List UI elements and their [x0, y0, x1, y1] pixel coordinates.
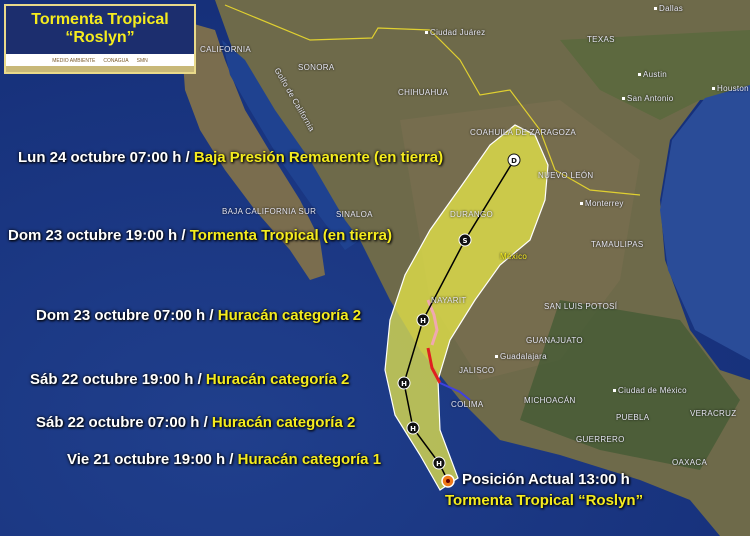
place-label: Houston: [712, 84, 749, 94]
place-label: SONORA: [298, 63, 335, 72]
place-label: PUEBLA: [616, 413, 650, 422]
place-label: SINALOA: [336, 210, 373, 219]
watch-pink: [426, 299, 439, 346]
place-label: DURANGO: [450, 210, 493, 219]
place-label: TEXAS: [587, 35, 615, 44]
track-marker-symbol: D: [511, 157, 517, 165]
gulf-of-mexico: [660, 85, 750, 360]
forecast-label: Vie 21 octubre 19:00 h / Huracán categor…: [67, 451, 382, 468]
logo-medio-ambiente: MEDIO AMBIENTE: [52, 58, 96, 64]
place-label: VERACRUZ: [690, 409, 737, 418]
place-label: Ciudad Juárez: [425, 28, 486, 38]
forecast-label: Dom 23 octubre 19:00 h / Tormenta Tropic…: [8, 227, 392, 244]
place-label: Monterrey: [580, 199, 624, 209]
place-label: TAMAULIPAS: [591, 240, 644, 249]
logo-conagua: CONAGUA: [103, 58, 129, 64]
place-label: MICHOACÁN: [524, 396, 576, 405]
place-label: NAYARIT: [431, 296, 467, 305]
logo-smn: SMN: [136, 58, 148, 64]
us-mexico-border: [224, 4, 641, 196]
place-label: COLIMA: [451, 400, 484, 409]
place-label: Guadalajara: [495, 352, 547, 362]
current-position-label: Posición Actual 13:00 h: [462, 471, 630, 488]
forecast-label: Sáb 22 octubre 07:00 h / Huracán categor…: [36, 414, 356, 431]
title-box: Tormenta Tropical “Roslyn” MEDIO AMBIENT…: [4, 4, 196, 74]
track-marker-symbol: H: [401, 380, 407, 388]
place-label: CHIHUAHUA: [398, 88, 449, 97]
place-label: NUEVO LEÓN: [538, 171, 594, 180]
track-marker-symbol: S: [462, 237, 467, 245]
place-label: Dallas: [654, 4, 683, 14]
warning-red: [426, 347, 442, 384]
land-texture: [520, 300, 740, 470]
forecast-label: Dom 23 octubre 07:00 h / Huracán categor…: [36, 307, 362, 324]
agency-logos: MEDIO AMBIENTE CONAGUA SMN: [6, 54, 194, 68]
track-marker: [432, 456, 446, 470]
forecast-label: Sáb 22 octubre 19:00 h / Huracán categor…: [30, 371, 350, 388]
current-position-marker-center: [446, 479, 450, 483]
place-label: GUANAJUATO: [526, 336, 583, 345]
track-marker: [507, 153, 521, 167]
place-label: JALISCO: [459, 366, 495, 375]
track-marker: [458, 233, 472, 247]
place-label: SAN LUIS POTOSÍ: [544, 302, 618, 311]
track-marker: [397, 376, 411, 390]
place-label: GUERRERO: [576, 435, 625, 444]
forecast-cone: [384, 124, 549, 491]
gulf-of-california: [222, 40, 360, 250]
track-marker: [406, 421, 420, 435]
current-storm-name: Tormenta Tropical “Roslyn”: [445, 492, 644, 509]
place-label: Austin: [638, 70, 667, 80]
track-marker-symbol: H: [410, 425, 416, 433]
title-line-1: Tormenta Tropical: [31, 11, 169, 28]
title-footer-bar: [6, 66, 194, 72]
place-label: Ciudad de México: [613, 386, 687, 396]
track-markers: D S H H H H: [397, 153, 521, 470]
place-label: COAHUILA DE ZARAGOZA: [470, 128, 577, 137]
track-marker-symbol: H: [436, 460, 442, 468]
watch-blue: [439, 382, 471, 401]
title-line-2: “Roslyn”: [65, 29, 135, 46]
track-marker-symbol: H: [420, 317, 426, 325]
track-marker: [416, 313, 430, 327]
place-label: México: [500, 252, 528, 261]
place-label: San Antonio: [622, 94, 673, 104]
place-label: BAJA CALIFORNIA SUR: [222, 207, 317, 216]
land-baja-california: [180, 20, 325, 280]
place-label: CALIFORNIA: [200, 45, 252, 54]
place-label: OAXACA: [672, 458, 708, 467]
forecast-label: Lun 24 octubre 07:00 h / Baja Presión Re…: [18, 149, 444, 166]
